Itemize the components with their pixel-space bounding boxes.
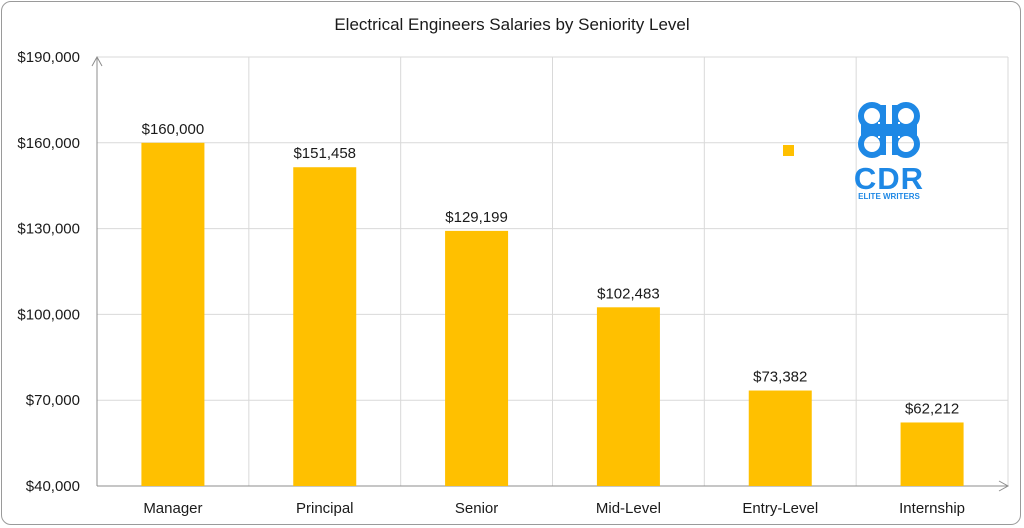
data-label: $151,458 — [293, 145, 356, 162]
x-tick-label: Principal — [296, 500, 354, 517]
x-tick-label: Entry-Level — [742, 500, 818, 517]
data-label: $73,382 — [753, 369, 807, 386]
data-label: $62,212 — [905, 400, 959, 417]
y-tick-label: $190,000 — [17, 49, 80, 66]
bar — [445, 230, 509, 486]
data-label: $160,000 — [142, 121, 205, 138]
y-tick-label: $130,000 — [17, 221, 80, 238]
y-axis-arrow — [91, 55, 103, 67]
x-axis-arrow — [998, 480, 1010, 492]
bar — [900, 422, 964, 486]
x-tick-label: Mid-Level — [596, 500, 661, 517]
bar — [141, 142, 205, 487]
logo-tagline: ELITE WRITERS — [858, 192, 920, 201]
axes: $40,000 $70,000 $100,000 $130,000 $160,000 $1… — [17, 49, 1010, 495]
y-tick-label: $40,000 — [26, 478, 80, 495]
chart-title: Electrical Engineers Salaries by Seniori… — [334, 15, 689, 34]
x-tick-label: Manager — [143, 500, 202, 517]
marker-square — [783, 145, 794, 156]
bar — [293, 167, 357, 487]
bar — [748, 390, 812, 486]
x-tick-label: Internship — [899, 500, 965, 517]
command-key-icon — [858, 102, 920, 158]
bars — [141, 142, 964, 487]
y-tick-label: $160,000 — [17, 135, 80, 152]
data-label: $129,199 — [445, 209, 508, 226]
y-tick-label: $100,000 — [17, 306, 80, 323]
logo-wordmark: CDR — [854, 161, 924, 196]
x-tick-label: Senior — [455, 500, 498, 517]
bar — [596, 307, 660, 486]
cdr-logo: CDR ELITE WRITERS — [854, 102, 924, 201]
y-tick-label: $70,000 — [26, 392, 80, 409]
data-label: $102,483 — [597, 285, 660, 302]
data-labels: $160,000 Manager $151,458 Principal $129,199… — [142, 121, 965, 517]
gridlines — [97, 56, 1009, 486]
